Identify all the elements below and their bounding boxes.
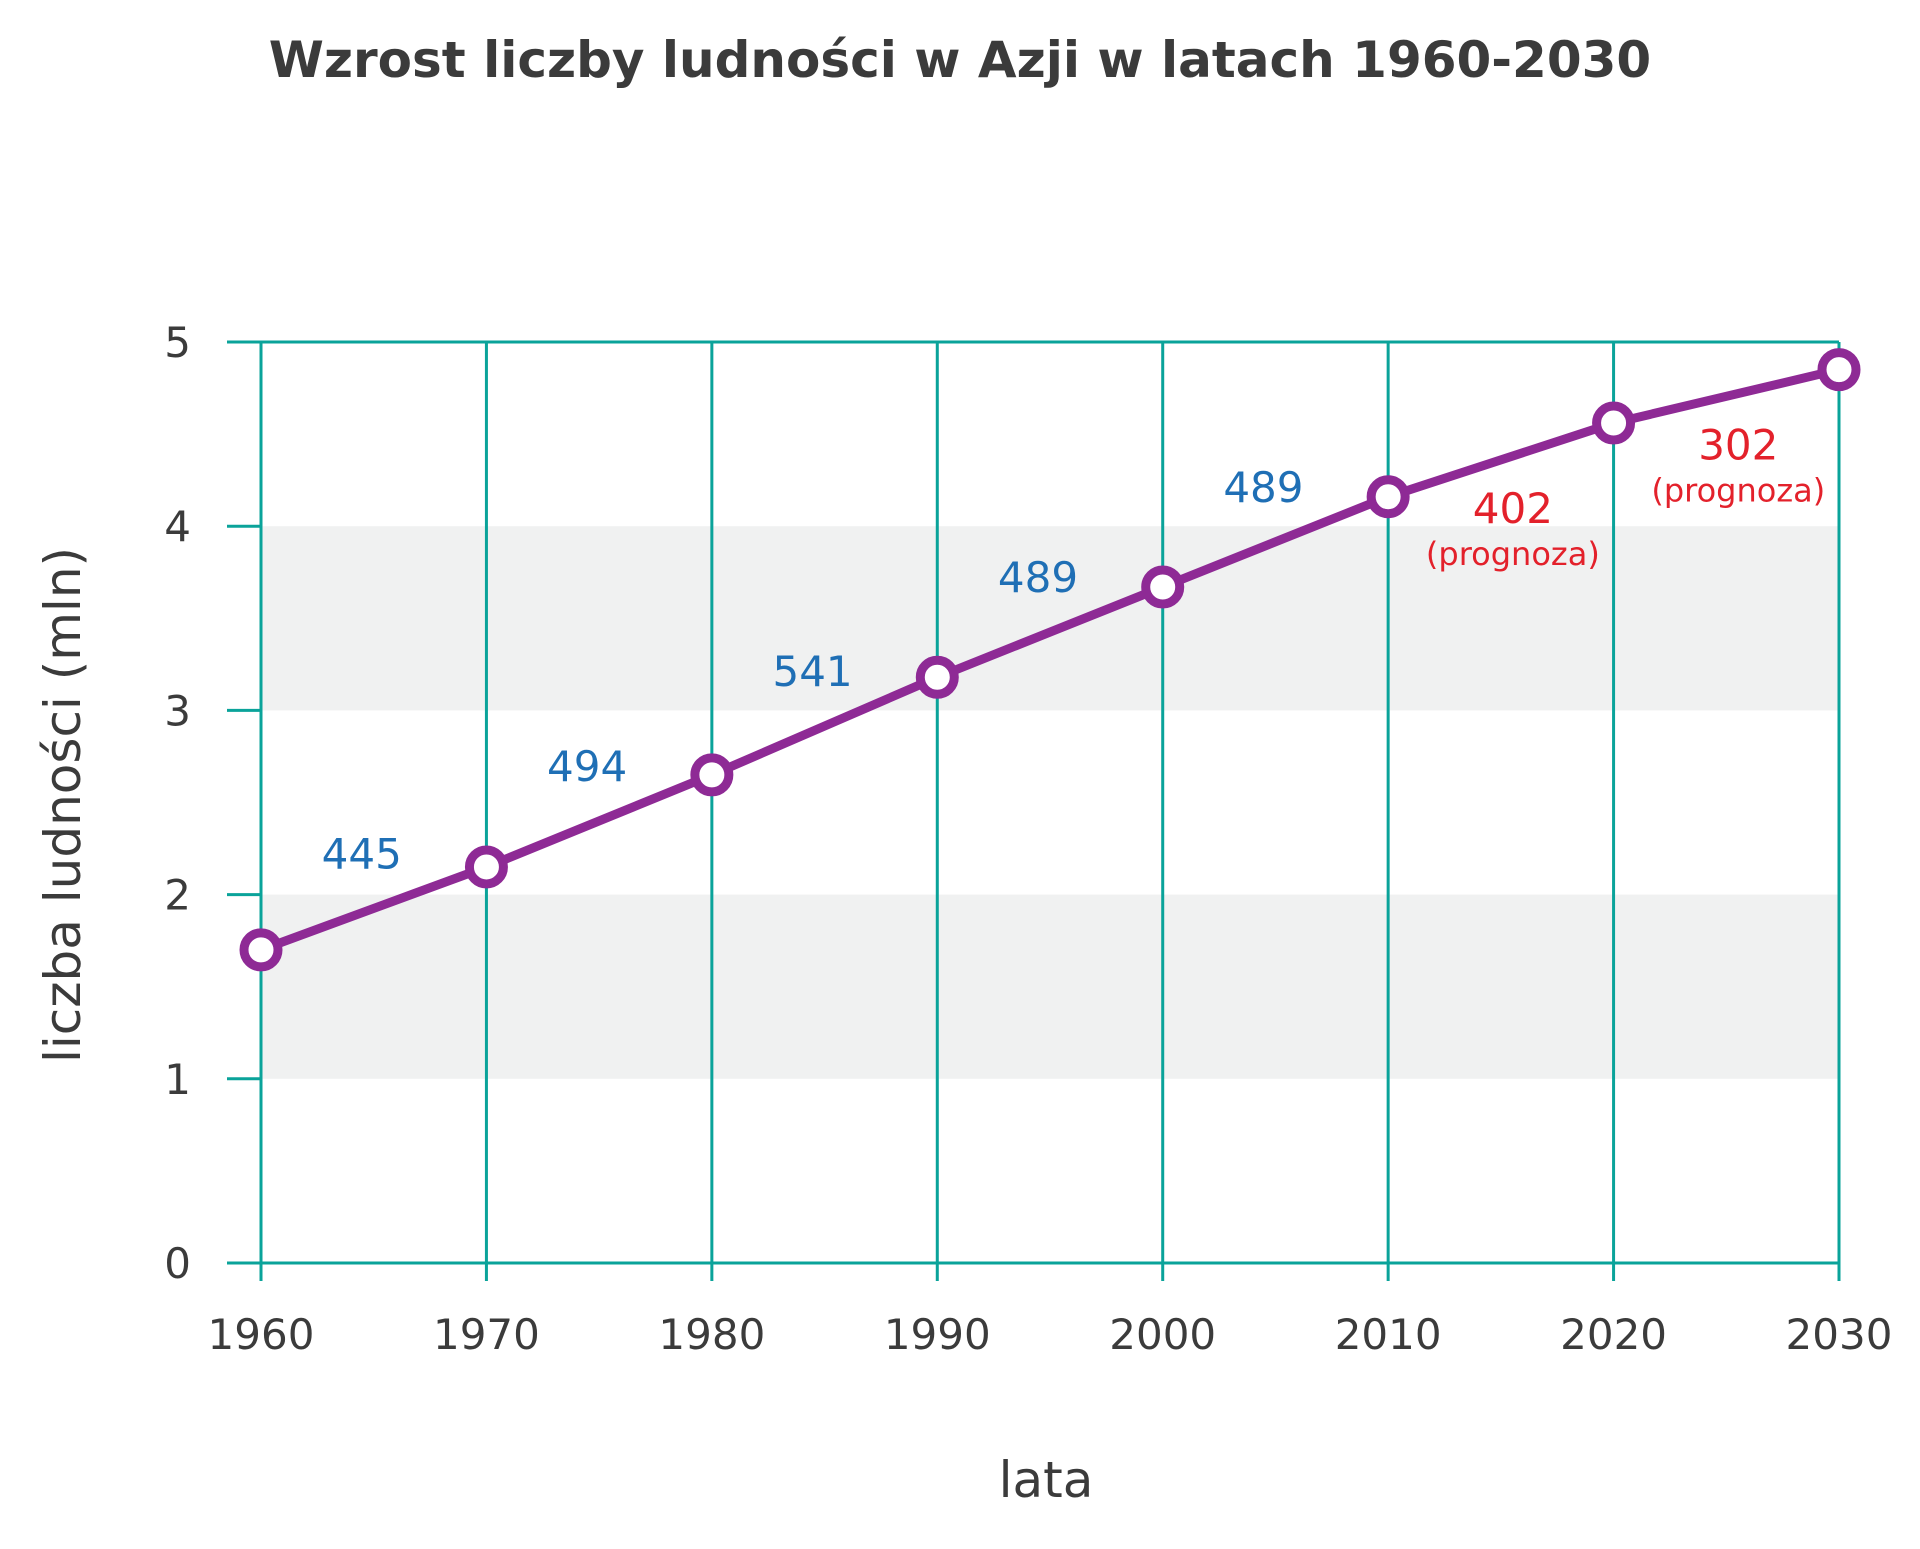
series-group [239,348,1861,972]
chart-title: Wzrost liczby ludności w Azji w latach 1… [269,31,1651,89]
y-axis-label: liczba ludności (mln) [34,547,92,1063]
y-tick-label: 0 [164,1239,191,1288]
shaded-bands [261,526,1839,1079]
x-tick-label: 2030 [1786,1310,1893,1359]
y-tick-label: 5 [164,318,191,367]
x-tick-label: 2000 [1109,1310,1216,1359]
data-point-1970 [464,845,508,889]
x-tick-label: 1990 [884,1310,991,1359]
data-point-2010 [1366,475,1410,519]
x-axis-label: lata [999,1451,1094,1509]
growth-label-1995: 489 [998,553,1078,602]
growth-label-2005: 489 [1223,463,1303,512]
forecast-label-2015: 402 [1473,484,1553,533]
y-tick-label: 1 [164,1055,191,1104]
data-point-1960 [239,928,283,972]
forecast-note-2015: (prognoza) [1426,535,1600,573]
data-point-1990 [915,655,959,699]
x-tick-label: 1980 [658,1310,765,1359]
data-point-2000 [1141,565,1185,609]
data-point-2020 [1592,401,1636,445]
x-tick-label: 1970 [433,1310,540,1359]
forecast-label-2025: 302 [1698,420,1778,469]
x-tick-label: 2010 [1335,1310,1442,1359]
y-tick-label: 3 [164,686,191,735]
shaded-band-1 [261,894,1839,1079]
data-point-1980 [690,753,734,797]
shaded-band-2 [261,526,1839,711]
x-tick-label: 2020 [1560,1310,1667,1359]
y-tick-label: 2 [164,871,191,920]
x-tick-label: 1960 [208,1310,315,1359]
y-tick-label: 4 [164,502,191,551]
chart-grid [227,340,1841,1281]
growth-label-1965: 445 [322,829,402,878]
growth-label-1985: 541 [772,647,852,696]
growth-label-1975: 494 [547,742,627,791]
series-line [256,365,1844,955]
data-point-2030 [1817,348,1861,392]
x-axis-ticks: 1960 1970 1980 1990 2000 2010 2020 2030 [208,1310,1893,1359]
y-axis-ticks: 0 1 2 3 4 5 [164,318,191,1288]
forecast-note-2025: (prognoza) [1651,471,1825,509]
